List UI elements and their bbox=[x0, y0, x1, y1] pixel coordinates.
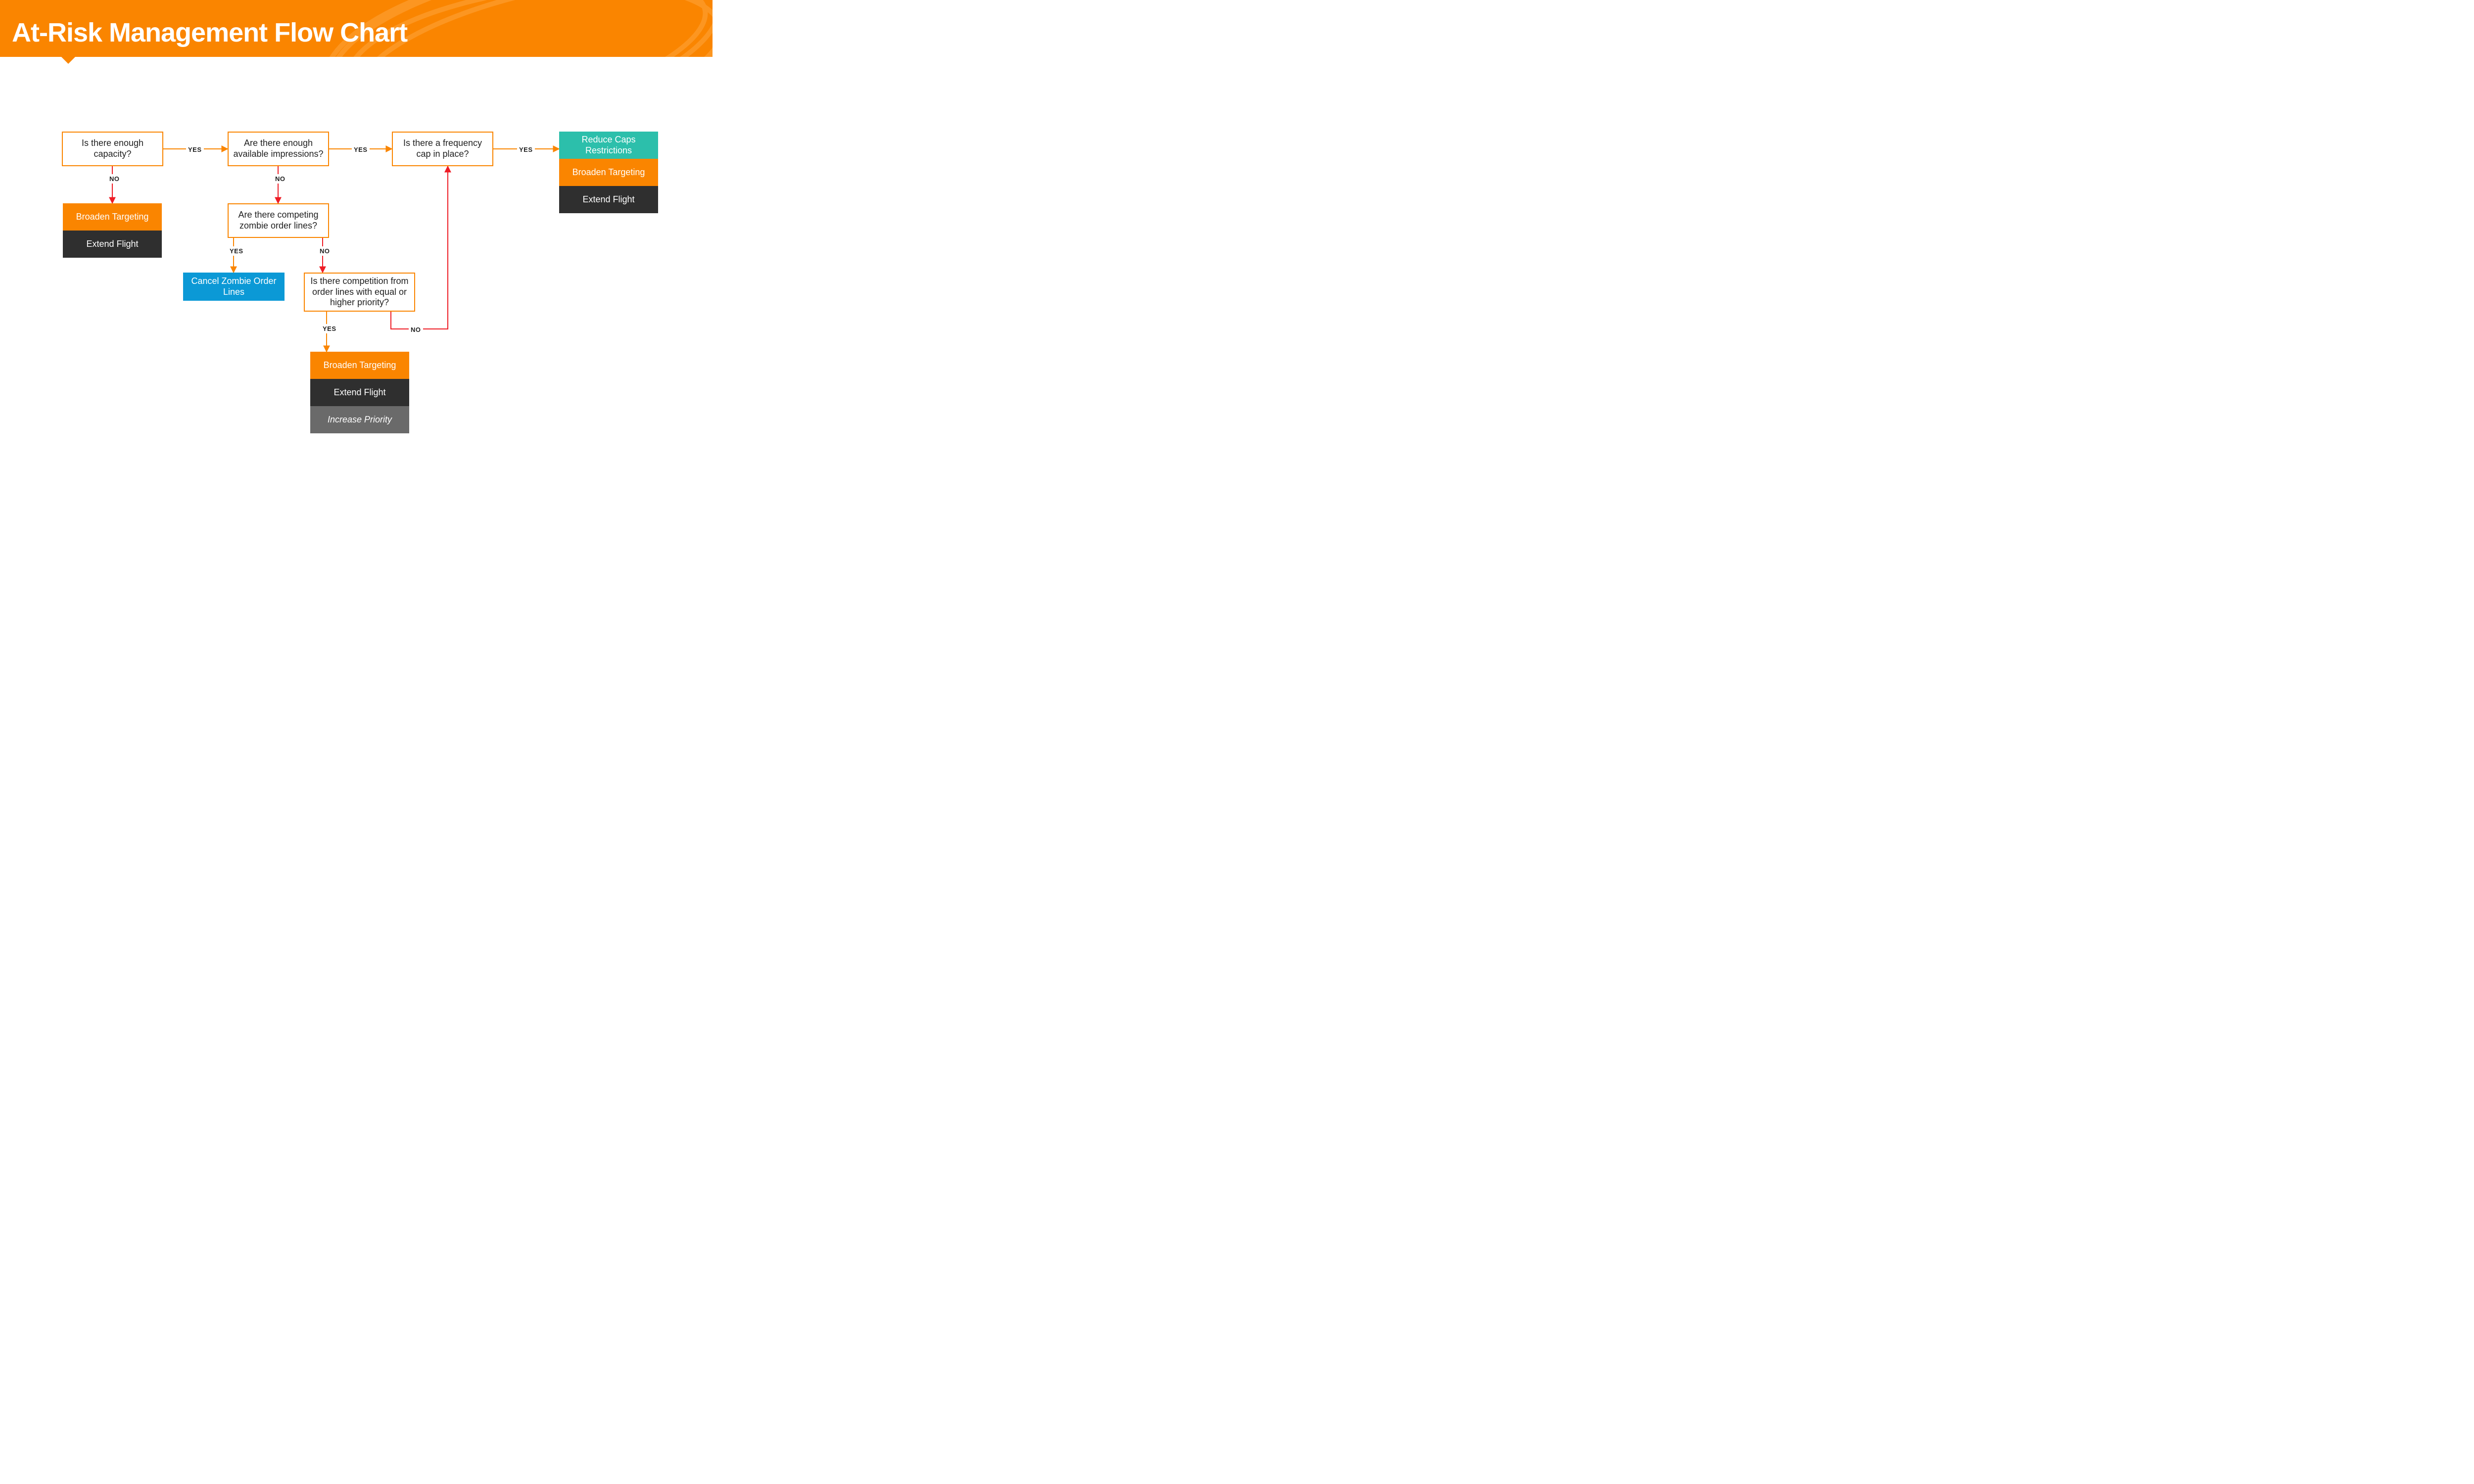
edge-label-q1-a1a: NO bbox=[107, 174, 122, 184]
action-a1a: Broaden Targeting bbox=[63, 203, 162, 231]
decision-q2: Are there enough available impressions? bbox=[228, 132, 329, 166]
action-a3a: Reduce Caps Restrictions bbox=[559, 132, 658, 159]
decision-q1: Is there enough capacity? bbox=[62, 132, 163, 166]
edge-label-q1-q2: YES bbox=[186, 145, 204, 154]
decision-q5: Is there competition from order lines wi… bbox=[304, 273, 415, 312]
action-a3c: Extend Flight bbox=[559, 186, 658, 213]
decision-q4: Are there competing zombie order lines? bbox=[228, 203, 329, 238]
page-title: At-Risk Management Flow Chart bbox=[0, 0, 713, 48]
edge-label-q5-q3: NO bbox=[409, 325, 423, 334]
action-a3b: Broaden Targeting bbox=[559, 159, 658, 186]
edge-label-q2-q3: YES bbox=[352, 145, 370, 154]
edge-label-q5-a5a: YES bbox=[321, 324, 338, 333]
edge-label-q2-q4: NO bbox=[273, 174, 287, 184]
edge-label-q4-q5: NO bbox=[318, 246, 332, 256]
action-a5b: Extend Flight bbox=[310, 379, 409, 406]
action-a5c: Increase Priority bbox=[310, 406, 409, 433]
edge-label-q4-a4: YES bbox=[228, 246, 245, 256]
flowchart-canvas: Is there enough capacity? Are there enoug… bbox=[0, 57, 713, 401]
edge-label-q3-a3a: YES bbox=[517, 145, 535, 154]
header: At-Risk Management Flow Chart bbox=[0, 0, 713, 57]
action-a5a: Broaden Targeting bbox=[310, 352, 409, 379]
action-a4: Cancel Zombie Order Lines bbox=[183, 273, 285, 301]
decision-q3: Is there a frequency cap in place? bbox=[392, 132, 493, 166]
action-a1b: Extend Flight bbox=[63, 231, 162, 258]
